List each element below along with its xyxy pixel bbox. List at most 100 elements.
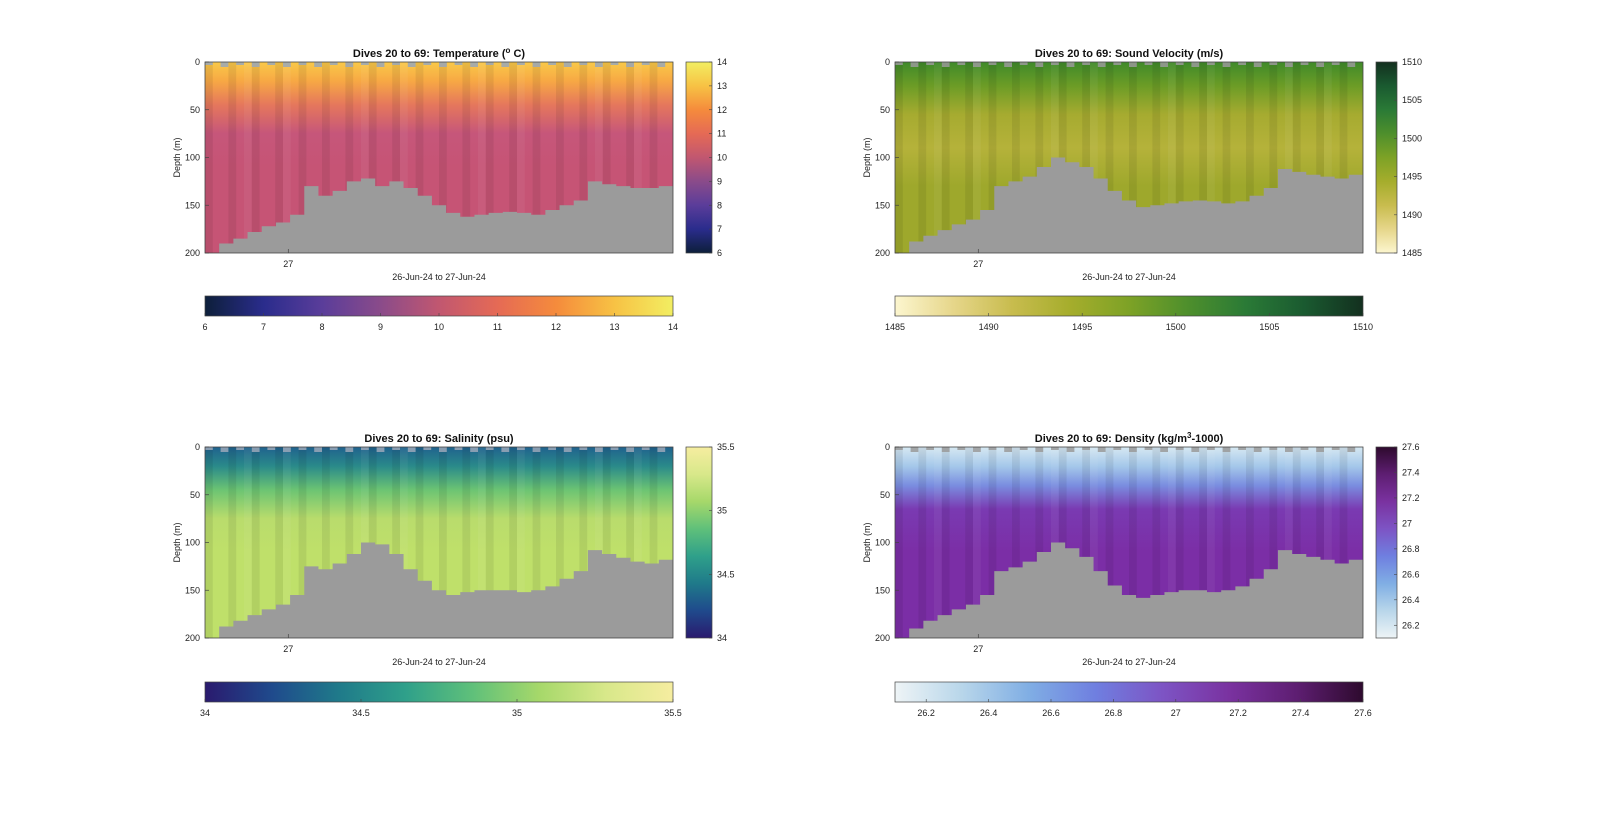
heatmap-area — [895, 447, 1363, 638]
dive-column — [918, 62, 927, 253]
bottom-colorbar-label: 1495 — [1072, 322, 1092, 332]
chart-title-tail: C) — [510, 48, 525, 60]
dive-column — [579, 62, 588, 253]
bottom-colorbar-label: 7 — [261, 322, 266, 332]
surface-gap — [548, 62, 556, 65]
surface-gap — [988, 447, 997, 450]
dive-column — [965, 62, 973, 253]
surface-gap — [283, 62, 291, 67]
surface-gap — [298, 62, 307, 65]
dive-column — [462, 62, 471, 253]
surface-gap — [329, 62, 338, 65]
surface-gap — [1285, 62, 1293, 67]
dive-column — [1129, 447, 1137, 638]
dive-column — [532, 62, 541, 253]
side-colorbar-label: 27.2 — [1402, 493, 1420, 503]
chart-title-main: Dives 20 to 69: Temperature ( — [353, 48, 506, 60]
y-tick-label: 50 — [190, 105, 200, 115]
chart-title: Dives 20 to 69: Salinity (psu) — [364, 433, 513, 445]
surface-gap — [1082, 447, 1090, 450]
surface-gap — [988, 62, 997, 65]
surface-gap — [376, 62, 385, 67]
chart-title-tail: -1000) — [1191, 433, 1223, 445]
dive-column — [400, 62, 408, 253]
bottom-colorbar-label: 13 — [609, 322, 619, 332]
bottom-colorbar-label: 1500 — [1166, 322, 1186, 332]
dive-column — [228, 62, 237, 253]
bottom-colorbar-label: 9 — [378, 322, 383, 332]
surface-gap — [1113, 447, 1122, 450]
side-colorbar-label: 1505 — [1402, 95, 1422, 105]
bottom-colorbar-label: 12 — [551, 322, 561, 332]
surface-gap — [910, 447, 919, 452]
dive-column — [649, 62, 658, 253]
seafloor — [205, 542, 673, 638]
dive-column — [478, 62, 486, 253]
surface-gap — [1316, 447, 1324, 452]
dive-column — [1222, 62, 1231, 253]
side-colorbar-label: 10 — [717, 153, 727, 163]
dive-column — [649, 447, 658, 638]
side-colorbar-label: 1490 — [1402, 210, 1422, 220]
dive-column — [1269, 62, 1278, 253]
surface-gap — [361, 447, 369, 450]
surface-gap — [439, 447, 447, 452]
x-tick-label: 27 — [283, 259, 293, 269]
dive-column — [1207, 62, 1215, 253]
surface-gap — [220, 62, 229, 67]
surface-gap — [314, 62, 322, 67]
y-tick-label: 0 — [885, 57, 890, 67]
y-tick-label: 150 — [875, 200, 890, 210]
dive-column — [1105, 447, 1114, 638]
surface-gap — [236, 62, 244, 65]
surface-gap — [454, 447, 463, 450]
side-colorbar-label: 34.5 — [717, 569, 735, 579]
surface-gap — [579, 62, 588, 65]
dive-column — [462, 447, 471, 638]
surface-gap — [1019, 62, 1028, 65]
dive-column — [556, 62, 564, 253]
chart-title: Dives 20 to 69: Temperature (o C) — [353, 46, 526, 60]
surface-gap — [548, 447, 556, 450]
dive-column — [244, 62, 252, 253]
dive-column — [1207, 447, 1215, 638]
dive-column — [283, 62, 291, 253]
dive-column — [1090, 62, 1098, 253]
surface-gap — [1129, 62, 1137, 67]
surface-gap — [267, 62, 276, 65]
dive-column — [228, 447, 237, 638]
surface-gap — [1347, 62, 1356, 67]
x-tick-label: 27 — [973, 259, 983, 269]
surface-gap — [1160, 62, 1168, 67]
surface-gap — [361, 62, 369, 65]
dive-column — [345, 447, 354, 638]
dive-column — [345, 62, 354, 253]
side-colorbar — [1375, 446, 1398, 639]
surface-gap — [563, 447, 572, 452]
side-colorbar-label: 35 — [717, 506, 727, 516]
y-tick-label: 200 — [875, 633, 890, 643]
y-axis-label: Depth (m) — [862, 522, 872, 562]
surface-gap — [1175, 62, 1184, 65]
surface-gap — [1097, 62, 1106, 67]
dive-column — [322, 447, 330, 638]
side-colorbar-label: 26.6 — [1402, 569, 1420, 579]
chart-panel-2: 0 50 100 150 200 27 26-Jun-24 to 27-Jun-24 Dept… — [862, 48, 1422, 332]
dive-column — [988, 62, 997, 253]
surface-gap — [595, 447, 603, 452]
surface-gap — [641, 447, 650, 450]
surface-gap — [345, 62, 354, 67]
side-colorbar-label: 8 — [717, 200, 722, 210]
chart-title: Dives 20 to 69: Density (kg/m3-1000) — [1035, 431, 1224, 445]
y-tick-label: 100 — [875, 538, 890, 548]
dive-column — [1292, 62, 1301, 253]
heatmap-area — [205, 62, 673, 253]
surface-gap — [957, 447, 966, 450]
surface-gap — [1175, 447, 1184, 450]
surface-gap — [517, 447, 525, 450]
surface-gap — [1035, 447, 1044, 452]
dive-column — [415, 62, 424, 253]
dive-column — [602, 62, 611, 253]
dive-column — [1339, 62, 1348, 253]
surface-gap — [1238, 62, 1246, 65]
